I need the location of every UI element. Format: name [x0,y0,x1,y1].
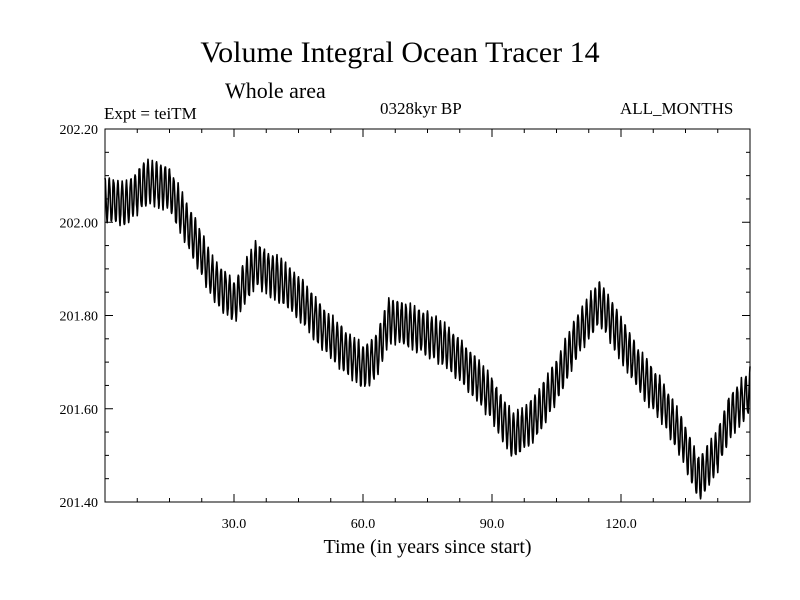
y-tick-label: 201.60 [60,403,99,418]
chart-subtitle: Whole area [225,78,326,103]
experiment-label: Expt = teiTM [104,104,197,123]
x-tick-label: 30.0 [222,517,247,532]
y-tick-label: 201.40 [60,496,99,511]
x-axis-label: Time (in years since start) [323,536,532,558]
x-tick-label: 90.0 [480,517,505,532]
period-label: 0328kyr BP [380,99,462,118]
y-tick-label: 202.20 [60,123,99,138]
chart-title: Volume Integral Ocean Tracer 14 [200,36,600,69]
months-label: ALL_MONTHS [620,99,734,118]
x-tick-label: 60.0 [351,517,376,532]
series-line [104,158,751,500]
y-tick-label: 202.00 [60,216,99,231]
y-tick-label: 201.80 [60,310,99,325]
x-tick-label: 120.0 [605,517,637,532]
